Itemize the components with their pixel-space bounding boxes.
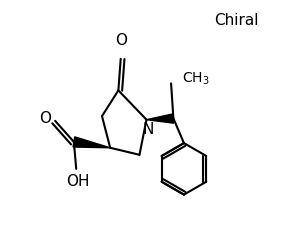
Text: N: N (143, 122, 154, 137)
Text: O: O (39, 111, 51, 126)
Text: Chiral: Chiral (214, 13, 259, 28)
Text: O: O (115, 33, 127, 48)
Text: CH$_3$: CH$_3$ (182, 71, 209, 87)
Text: OH: OH (66, 174, 89, 189)
Polygon shape (146, 114, 174, 123)
Polygon shape (73, 137, 110, 148)
